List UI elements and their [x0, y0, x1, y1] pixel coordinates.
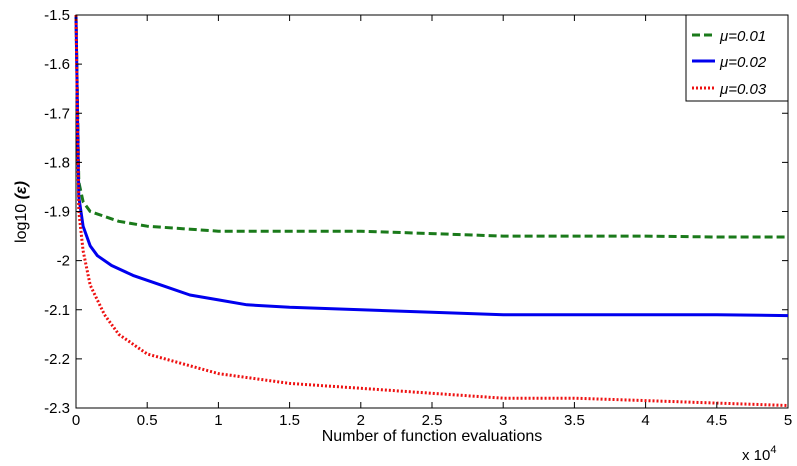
- y-axis-label-symbol: (ε): [13, 181, 30, 199]
- tick-layer: 0 0.5 1 1.5 2 2.5 3 3.5 4 4.5 5 -1.5 -1.6 -1.7 -1.8 -1.…: [44, 7, 792, 429]
- y-tick-label: -1.6: [44, 56, 70, 73]
- legend-label-mu-0-01: μ=0.01: [719, 28, 766, 45]
- legend: μ=0.01 μ=0.02 μ=0.03: [685, 14, 789, 102]
- y-tick-label: -2: [57, 253, 70, 270]
- x-tick-label: 0.5: [137, 412, 158, 429]
- y-axis-label-prefix: log10: [13, 199, 30, 243]
- legend-label-mu-0-02: μ=0.02: [719, 54, 767, 71]
- x-tick-label: 0: [72, 412, 80, 429]
- x-tick-label: 2: [357, 412, 365, 429]
- y-axis-label: log10 (ε): [13, 181, 30, 243]
- x-tick-label: 3.5: [564, 412, 585, 429]
- x-tick-label: 4.5: [706, 412, 727, 429]
- x-tick-label: 1: [214, 412, 222, 429]
- series-line-1: [74, 14, 788, 239]
- y-tick-label: -2.2: [44, 351, 70, 368]
- legend-box: [685, 14, 789, 102]
- x-axis-label: Number of function evaluations: [322, 428, 543, 445]
- y-tick-label: -2.3: [44, 400, 70, 417]
- y-tick-label: -1.9: [44, 204, 70, 221]
- series-line-2: [74, 14, 789, 318]
- x-tick-label: 5: [784, 412, 792, 429]
- y-tick-label: -1.8: [44, 154, 70, 171]
- x-tick-label: 2.5: [422, 412, 443, 429]
- y-tick-label: -1.7: [44, 105, 70, 122]
- x-tick-label: 4: [641, 412, 649, 429]
- y-tick-label: -1.5: [44, 7, 70, 24]
- x-tick-label: 1.5: [279, 412, 300, 429]
- plot-area: [75, 14, 789, 409]
- x-axis-multiplier-exponent: 4: [770, 444, 776, 456]
- series-line-3: [74, 14, 789, 407]
- x-axis-multiplier-base: x 10: [742, 447, 770, 464]
- x-tick-label: 3: [499, 412, 507, 429]
- x-axis-multiplier: x 104: [742, 444, 776, 464]
- legend-label-mu-0-03: μ=0.03: [719, 81, 767, 98]
- series-layer: [74, 14, 789, 407]
- y-tick-label: -2.1: [44, 302, 70, 319]
